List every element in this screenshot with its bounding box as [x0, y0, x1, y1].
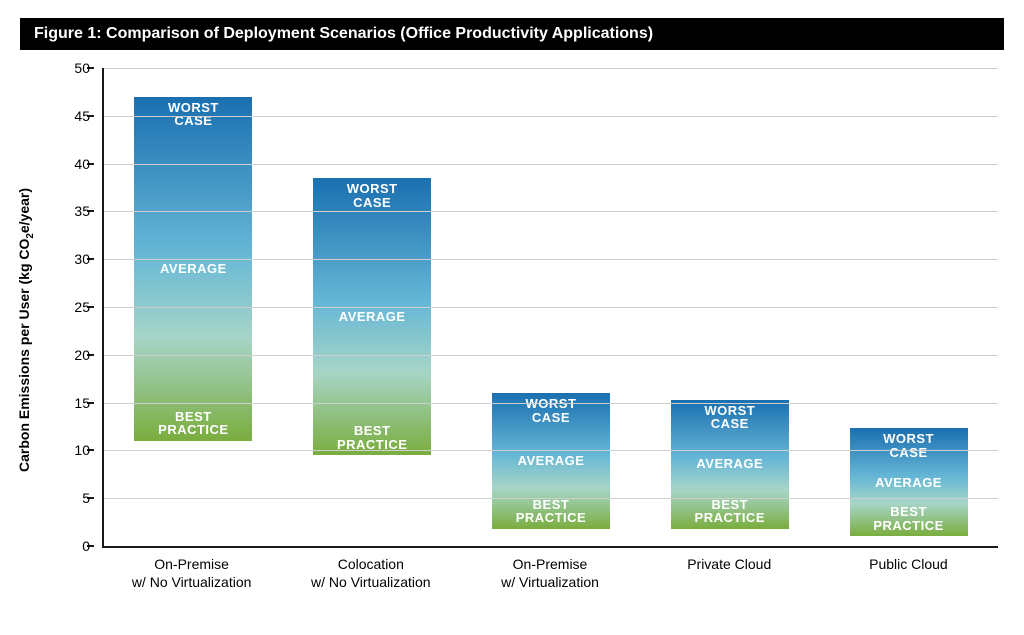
gridline [104, 403, 998, 404]
label-average: AVERAGE [875, 476, 942, 490]
label-average: AVERAGE [696, 457, 763, 471]
gridline [104, 68, 998, 69]
label-best-practice: BESTPRACTICE [158, 410, 228, 441]
gridline [104, 307, 998, 308]
x-axis-label: Private Cloud [640, 556, 819, 591]
x-axis-label: Public Cloud [819, 556, 998, 591]
label-average: AVERAGE [160, 262, 227, 276]
figure-container: Figure 1: Comparison of Deployment Scena… [20, 18, 1004, 591]
label-best-practice: BESTPRACTICE [695, 498, 765, 529]
gridline [104, 164, 998, 165]
gridline [104, 211, 998, 212]
bar: WORSTCASE AVERAGE BESTPRACTICE [671, 400, 789, 529]
gridline [104, 498, 998, 499]
gridline [104, 116, 998, 117]
figure-title: Figure 1: Comparison of Deployment Scena… [20, 18, 1004, 50]
label-worst-case: WORSTCASE [704, 400, 755, 431]
gridline [104, 259, 998, 260]
bar: WORSTCASE AVERAGE BESTPRACTICE [850, 428, 968, 536]
x-axis-label: On-Premisew/ Virtualization [460, 556, 639, 591]
x-axis-labels: On-Premisew/ No VirtualizationColocation… [102, 556, 998, 591]
label-best-practice: BESTPRACTICE [516, 498, 586, 529]
gridline [104, 355, 998, 356]
label-worst-case: WORSTCASE [347, 178, 398, 209]
y-axis-label: Carbon Emissions per User (kg CO2e/year) [16, 187, 36, 471]
bar: WORSTCASEAVERAGEBESTPRACTICE [313, 178, 431, 455]
label-average: AVERAGE [518, 454, 585, 468]
gridline [104, 450, 998, 451]
plot-area: WORSTCASE AVERAGE BESTPRACTICE WORSTCASE AVE… [102, 68, 998, 548]
bar: WORSTCASE AVERAGE BESTPRACTICE [492, 393, 610, 529]
chart-area: Carbon Emissions per User (kg CO2e/year)… [20, 68, 1004, 591]
label-worst-case: WORSTCASE [526, 393, 577, 424]
label-worst-case: WORSTCASE [883, 428, 934, 459]
label-worst-case: WORSTCASE [168, 97, 219, 128]
label-average: AVERAGE [339, 310, 406, 324]
bar: WORSTCASE AVERAGE BESTPRACTICE [134, 97, 252, 441]
label-best-practice: BESTPRACTICE [873, 505, 943, 536]
x-axis-label: Colocationw/ No Virtualization [281, 556, 460, 591]
x-axis-label: On-Premisew/ No Virtualization [102, 556, 281, 591]
